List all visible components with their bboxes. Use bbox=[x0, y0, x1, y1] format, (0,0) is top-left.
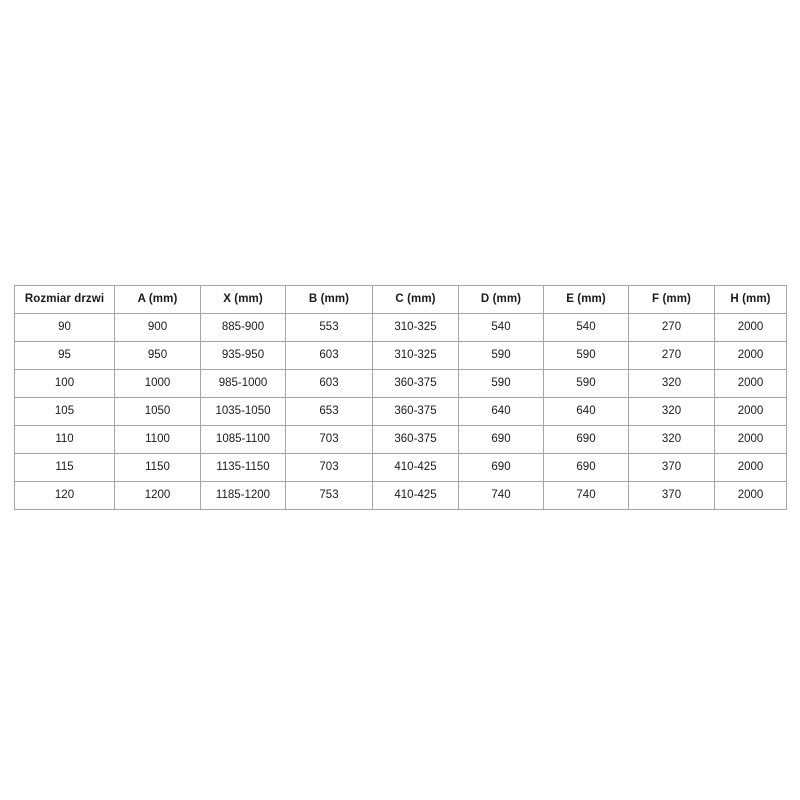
cell-h: 2000 bbox=[714, 481, 787, 510]
table-body: 90 900 885-900 553 310-325 540 540 270 2… bbox=[14, 313, 787, 510]
column-header-e: E (mm) bbox=[543, 285, 629, 314]
cell-c: 310-325 bbox=[372, 341, 459, 370]
table-header: Rozmiar drzwi A (mm) X (mm) B (mm) C (mm… bbox=[14, 285, 787, 314]
table-row: 95 950 935-950 603 310-325 590 590 270 2… bbox=[14, 341, 787, 370]
cell-c: 410-425 bbox=[372, 453, 459, 482]
cell-b: 603 bbox=[285, 341, 373, 370]
cell-e: 540 bbox=[543, 313, 629, 342]
cell-a: 1150 bbox=[114, 453, 201, 482]
cell-a: 1200 bbox=[114, 481, 201, 510]
cell-b: 703 bbox=[285, 453, 373, 482]
cell-f: 320 bbox=[628, 369, 715, 398]
column-header-c: C (mm) bbox=[372, 285, 459, 314]
cell-size: 90 bbox=[14, 313, 115, 342]
cell-x: 935-950 bbox=[200, 341, 286, 370]
table-row: 120 1200 1185-1200 753 410-425 740 740 3… bbox=[14, 481, 787, 510]
cell-b: 653 bbox=[285, 397, 373, 426]
cell-d: 740 bbox=[458, 481, 544, 510]
cell-x: 1035-1050 bbox=[200, 397, 286, 426]
cell-d: 690 bbox=[458, 425, 544, 454]
cell-x: 1185-1200 bbox=[200, 481, 286, 510]
table-header-row: Rozmiar drzwi A (mm) X (mm) B (mm) C (mm… bbox=[14, 285, 787, 314]
column-header-x: X (mm) bbox=[200, 285, 286, 314]
cell-c: 360-375 bbox=[372, 425, 459, 454]
table-row: 90 900 885-900 553 310-325 540 540 270 2… bbox=[14, 313, 787, 342]
cell-f: 270 bbox=[628, 313, 715, 342]
cell-d: 640 bbox=[458, 397, 544, 426]
cell-h: 2000 bbox=[714, 397, 787, 426]
cell-a: 900 bbox=[114, 313, 201, 342]
column-header-size: Rozmiar drzwi bbox=[14, 285, 115, 314]
cell-h: 2000 bbox=[714, 453, 787, 482]
cell-x: 1135-1150 bbox=[200, 453, 286, 482]
cell-c: 360-375 bbox=[372, 397, 459, 426]
cell-h: 2000 bbox=[714, 341, 787, 370]
column-header-d: D (mm) bbox=[458, 285, 544, 314]
cell-f: 370 bbox=[628, 481, 715, 510]
cell-d: 540 bbox=[458, 313, 544, 342]
cell-h: 2000 bbox=[714, 313, 787, 342]
cell-f: 320 bbox=[628, 425, 715, 454]
cell-a: 1100 bbox=[114, 425, 201, 454]
cell-size: 105 bbox=[14, 397, 115, 426]
cell-e: 590 bbox=[543, 341, 629, 370]
cell-a: 1050 bbox=[114, 397, 201, 426]
cell-d: 590 bbox=[458, 369, 544, 398]
column-header-b: B (mm) bbox=[285, 285, 373, 314]
column-header-h: H (mm) bbox=[714, 285, 787, 314]
column-header-f: F (mm) bbox=[628, 285, 715, 314]
cell-x: 885-900 bbox=[200, 313, 286, 342]
cell-c: 360-375 bbox=[372, 369, 459, 398]
cell-d: 590 bbox=[458, 341, 544, 370]
cell-size: 100 bbox=[14, 369, 115, 398]
cell-c: 310-325 bbox=[372, 313, 459, 342]
table-row: 115 1150 1135-1150 703 410-425 690 690 3… bbox=[14, 453, 787, 482]
shower-door-dimensions-table: Rozmiar drzwi A (mm) X (mm) B (mm) C (mm… bbox=[14, 285, 787, 510]
cell-a: 1000 bbox=[114, 369, 201, 398]
cell-e: 590 bbox=[543, 369, 629, 398]
cell-h: 2000 bbox=[714, 369, 787, 398]
cell-f: 320 bbox=[628, 397, 715, 426]
cell-x: 1085-1100 bbox=[200, 425, 286, 454]
cell-b: 553 bbox=[285, 313, 373, 342]
cell-b: 753 bbox=[285, 481, 373, 510]
cell-b: 703 bbox=[285, 425, 373, 454]
dimensions-table-container: Rozmiar drzwi A (mm) X (mm) B (mm) C (mm… bbox=[14, 285, 787, 510]
cell-e: 640 bbox=[543, 397, 629, 426]
cell-e: 740 bbox=[543, 481, 629, 510]
cell-f: 370 bbox=[628, 453, 715, 482]
cell-x: 985-1000 bbox=[200, 369, 286, 398]
cell-e: 690 bbox=[543, 425, 629, 454]
cell-e: 690 bbox=[543, 453, 629, 482]
column-header-a: A (mm) bbox=[114, 285, 201, 314]
cell-size: 115 bbox=[14, 453, 115, 482]
table-row: 100 1000 985-1000 603 360-375 590 590 32… bbox=[14, 369, 787, 398]
cell-a: 950 bbox=[114, 341, 201, 370]
cell-h: 2000 bbox=[714, 425, 787, 454]
cell-size: 110 bbox=[14, 425, 115, 454]
cell-c: 410-425 bbox=[372, 481, 459, 510]
cell-size: 120 bbox=[14, 481, 115, 510]
cell-f: 270 bbox=[628, 341, 715, 370]
cell-size: 95 bbox=[14, 341, 115, 370]
table-row: 110 1100 1085-1100 703 360-375 690 690 3… bbox=[14, 425, 787, 454]
table-row: 105 1050 1035-1050 653 360-375 640 640 3… bbox=[14, 397, 787, 426]
cell-d: 690 bbox=[458, 453, 544, 482]
cell-b: 603 bbox=[285, 369, 373, 398]
